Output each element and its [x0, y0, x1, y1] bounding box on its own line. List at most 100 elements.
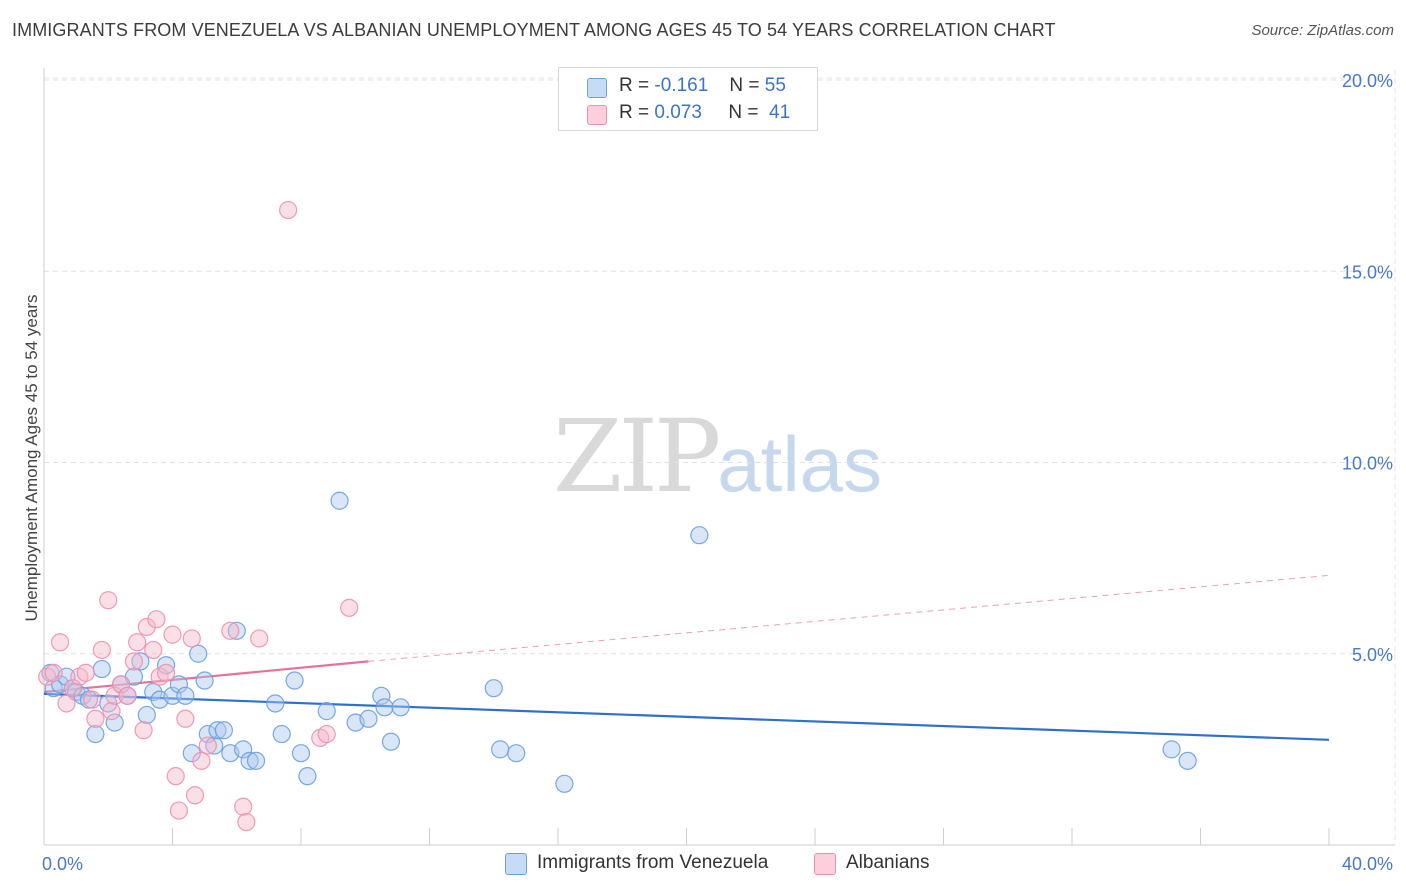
venezuela-point	[205, 736, 224, 755]
series-label-albanians: Albanians	[846, 852, 930, 873]
venezuela-trend-line	[43, 692, 1330, 741]
venezuela-point	[690, 526, 709, 545]
venezuela-point	[1162, 740, 1181, 759]
albanian-point	[134, 721, 153, 740]
albanian-point	[137, 617, 156, 637]
correlation-legend: R = -0.161 N = 55 R = 0.073 N = 41	[558, 67, 818, 131]
axes	[43, 68, 1395, 846]
albanian-point	[147, 610, 166, 629]
albanian-point	[279, 200, 298, 220]
venezuela-point	[359, 709, 378, 728]
venezuela-point	[176, 686, 195, 705]
series-label-venezuela: Immigrants from Venezuela	[537, 852, 769, 873]
albanian-point	[76, 663, 95, 682]
venezuela-point	[195, 671, 214, 690]
venezuela-point	[156, 656, 176, 675]
watermark-atlas: atlas	[717, 420, 883, 508]
legend-n-label: N =	[728, 102, 759, 123]
venezuela-point	[234, 740, 253, 759]
albanian-point	[92, 640, 111, 660]
source-credit: Source: ZipAtlas.com	[1251, 22, 1394, 39]
chart-title: IMMIGRANTS FROM VENEZUELA VS ALBANIAN UN…	[12, 20, 1056, 40]
albanian-point	[124, 652, 144, 671]
venezuela-point	[1178, 751, 1197, 770]
venezuela-point	[317, 702, 336, 721]
albanian-point	[128, 633, 147, 652]
albanian-point	[163, 625, 182, 644]
y-axis-label: Unemployment Among Ages 45 to 54 years	[22, 295, 41, 622]
albanian-point	[176, 709, 195, 728]
y-tick-label: 20.0%	[1342, 71, 1393, 91]
venezuela-point	[214, 721, 233, 740]
legend-swatch-albanians	[587, 105, 607, 125]
venezuela-point	[163, 686, 182, 705]
albanian-point	[317, 724, 336, 744]
grid-lines	[44, 70, 1396, 845]
watermark-zip: ZIP	[553, 398, 721, 515]
albanian-point	[105, 686, 124, 705]
venezuela-point	[298, 767, 317, 786]
watermark: ZIPatlas	[553, 398, 882, 515]
venezuela-point	[285, 671, 304, 690]
venezuela-point	[484, 679, 503, 698]
albanian-point	[340, 598, 359, 617]
series-swatch-albanians	[814, 853, 836, 875]
legend-r-label: R =	[619, 75, 650, 96]
albanian-point	[44, 663, 63, 682]
legend-n-label: N =	[729, 75, 760, 96]
venezuela-point	[208, 721, 227, 740]
albanian-point	[198, 736, 217, 755]
albanian-point	[63, 679, 83, 698]
venezuela-point	[182, 744, 201, 763]
y-tick-label: 10.0%	[1342, 454, 1393, 474]
albanian-point	[144, 640, 163, 660]
venezuela-point	[491, 740, 510, 759]
albanian-point	[83, 690, 102, 709]
legend-swatch-venezuela	[587, 78, 607, 98]
albanian-point	[99, 591, 118, 610]
venezuela-point	[391, 698, 410, 717]
venezuela-point	[105, 713, 124, 732]
venezuela-point	[240, 751, 259, 770]
legend-r-label: R =	[619, 102, 650, 123]
venezuela-point	[131, 652, 150, 671]
y-tick-label: 5.0%	[1352, 645, 1393, 665]
legend-r-value: -0.161	[654, 75, 709, 96]
venezuela-point	[381, 732, 401, 751]
albanian-point	[102, 702, 121, 721]
albanian-point	[156, 663, 176, 682]
albanian-point	[111, 675, 131, 694]
venezuela-point	[137, 705, 156, 725]
venezuela-point	[92, 659, 111, 679]
albanian-point	[192, 751, 211, 770]
albanian-point	[166, 767, 185, 786]
albanian-point	[86, 709, 105, 728]
legend-n-value: 55	[764, 75, 786, 96]
albanian-trend-line	[43, 660, 369, 694]
venezuela-point	[555, 774, 574, 793]
x-tick-label: 40.0%	[1342, 854, 1393, 874]
venezuela-point	[86, 724, 105, 744]
albanian-point	[57, 694, 76, 713]
albanian-point	[185, 786, 205, 805]
venezuela-point	[291, 744, 311, 763]
albanian-trend-extension	[368, 574, 1330, 662]
albanian-point	[237, 812, 256, 832]
venezuela-point	[372, 686, 391, 705]
x-tick-label: 0.0%	[42, 854, 83, 874]
data-points	[38, 200, 1197, 832]
legend-n-value: 41	[769, 102, 791, 123]
venezuela-point	[227, 621, 246, 640]
venezuela-point	[246, 751, 266, 770]
albanian-point	[50, 633, 70, 652]
albanian-point	[250, 629, 269, 648]
venezuela-point	[272, 724, 291, 744]
venezuela-point	[266, 694, 285, 713]
venezuela-point	[330, 491, 349, 510]
albanian-point	[182, 629, 201, 648]
albanian-point	[221, 621, 240, 640]
venezuela-point	[189, 644, 208, 663]
albanian-point	[234, 797, 253, 816]
venezuela-point	[169, 675, 189, 694]
